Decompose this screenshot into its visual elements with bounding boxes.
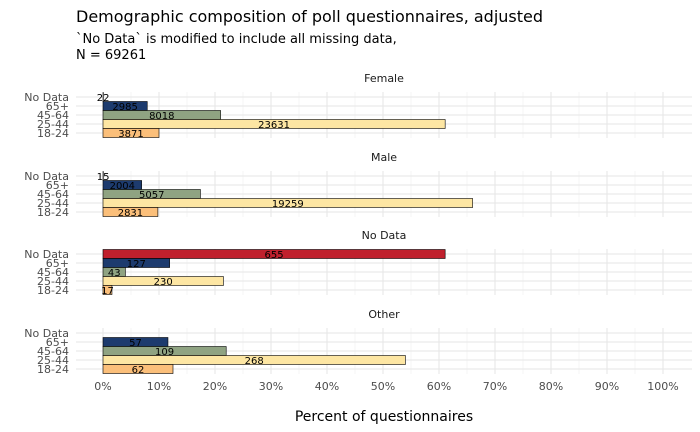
panel-strip-label: Other (368, 308, 400, 321)
bar-18-24 (102, 285, 113, 295)
bar-25-44 (102, 119, 446, 129)
bar-25-44 (102, 198, 473, 208)
x-axis-label: Percent of questionnaires (295, 409, 473, 425)
bar-data-label: 268 (245, 356, 264, 367)
bar-data-label: 3871 (118, 129, 143, 140)
bar-data-label: 15 (97, 172, 110, 183)
x-tick-label: 10% (147, 380, 171, 393)
panel-strip-label: Female (364, 72, 404, 85)
bar-data-label: 23631 (258, 120, 290, 131)
x-tick-label: 40% (315, 380, 339, 393)
bar-data-label: 2831 (118, 208, 143, 219)
y-tick-label: 18-24 (37, 127, 69, 140)
y-tick-label: 25-44 (37, 118, 69, 131)
chart-subtitle-line-2: N = 69261 (76, 48, 146, 63)
y-tick-label: 45-64 (37, 345, 69, 358)
y-tick-label: 65+ (46, 179, 69, 192)
x-tick-label: 100% (647, 380, 678, 393)
x-tick-label: 50% (371, 380, 395, 393)
y-tick-label: 25-44 (37, 354, 69, 367)
x-tick-label: 90% (595, 380, 619, 393)
bar-no-data (102, 249, 446, 259)
bar-25-44 (102, 276, 224, 286)
bar-data-label: 8018 (149, 111, 174, 122)
y-tick-label: 18-24 (37, 206, 69, 219)
bar-18-24 (102, 128, 160, 138)
y-tick-label: 65+ (46, 336, 69, 349)
chart-subtitle-line-1: `No Data` is modified to include all mis… (76, 32, 397, 47)
y-tick-label: No Data (24, 248, 69, 261)
bar-25-44 (102, 355, 406, 365)
y-tick-label: No Data (24, 327, 69, 340)
y-tick-label: 45-64 (37, 266, 69, 279)
bar-18-24 (102, 364, 174, 374)
panel-strip-label: No Data (362, 229, 407, 242)
bar-data-label: 230 (154, 277, 173, 288)
bar-data-label: 17 (101, 286, 114, 297)
y-tick-label: No Data (24, 91, 69, 104)
x-tick-label: 30% (259, 380, 283, 393)
x-tick-label: 70% (483, 380, 507, 393)
x-tick-label: 0% (94, 380, 111, 393)
bar-data-label: 655 (265, 250, 284, 261)
chart-title: Demographic composition of poll question… (76, 7, 543, 26)
x-axis: 0% 10% 20% 30% 40% 50% 60% 70% 80% 90% 100% (94, 380, 678, 393)
x-tick-label: 80% (539, 380, 563, 393)
x-tick-label: 60% (427, 380, 451, 393)
y-tick-label: 25-44 (37, 197, 69, 210)
x-tick-label: 20% (203, 380, 227, 393)
bar-data-label: 5057 (139, 190, 164, 201)
bar-data-label: 22 (97, 93, 110, 104)
bar-data-label: 2004 (110, 181, 135, 192)
bar-data-label: 43 (108, 268, 121, 279)
y-tick-label: 45-64 (37, 109, 69, 122)
bar-data-label: 2985 (112, 102, 137, 113)
y-tick-label: 18-24 (37, 284, 69, 297)
y-tick-label: 65+ (46, 257, 69, 270)
bar-65- (102, 258, 170, 268)
y-tick-label: 18-24 (37, 363, 69, 376)
bar-data-label: 57 (129, 338, 142, 349)
bar-data-label: 127 (127, 259, 146, 270)
y-tick-label: 45-64 (37, 188, 69, 201)
y-tick-label: 65+ (46, 100, 69, 113)
bar-data-label: 62 (132, 365, 145, 376)
bar-data-label: 109 (155, 347, 174, 358)
y-tick-label: 25-44 (37, 275, 69, 288)
bar-data-label: 19259 (272, 199, 304, 210)
bar-18-24 (102, 207, 159, 217)
y-tick-label: No Data (24, 170, 69, 183)
panel-strip-label: Male (371, 151, 397, 164)
